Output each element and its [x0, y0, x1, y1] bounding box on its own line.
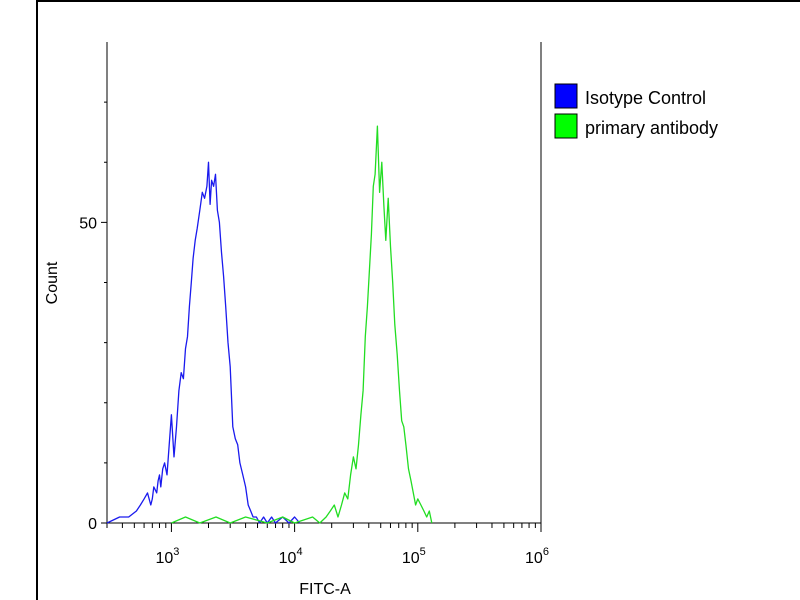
legend: Isotype Control primary antibody — [554, 83, 718, 139]
series-layer — [106, 125, 433, 524]
legend-label-primary-antibody: primary antibody — [585, 118, 718, 138]
y-axis-title: Count — [44, 261, 61, 304]
x-axis-ticks: 103 104 105 106 — [106, 523, 549, 567]
y-tick-label: 50 — [79, 215, 97, 232]
series-line-isotype-control — [106, 161, 301, 524]
x-tick-label: 105 — [402, 546, 426, 567]
legend-swatch-primary-antibody — [554, 113, 578, 139]
x-axis-title: FITC-A — [299, 581, 351, 598]
legend-label-isotype-control: Isotype Control — [585, 88, 706, 108]
x-tick-label: 103 — [155, 546, 179, 567]
x-tick-label: 104 — [279, 546, 303, 567]
plot-area: 103 104 105 106 0 50 — [79, 42, 549, 567]
x-tick-label: 106 — [525, 546, 549, 567]
y-axis-ticks: 0 50 — [79, 101, 107, 533]
legend-swatch-isotype-control — [554, 83, 578, 109]
series-line-primary-antibody — [171, 125, 433, 524]
y-tick-label: 0 — [88, 516, 97, 533]
